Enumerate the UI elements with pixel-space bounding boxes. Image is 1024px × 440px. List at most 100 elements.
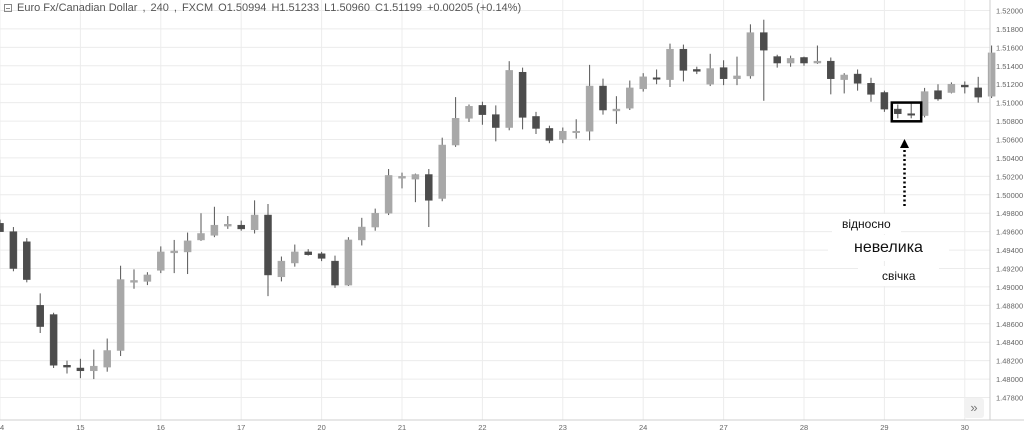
x-tick-label: 30 bbox=[961, 423, 969, 432]
candle-body bbox=[277, 260, 286, 278]
candle-body bbox=[934, 90, 942, 100]
candle bbox=[800, 56, 808, 66]
candle bbox=[116, 265, 125, 357]
candle bbox=[130, 269, 138, 289]
candle bbox=[760, 19, 768, 101]
candle-body bbox=[733, 75, 741, 79]
candle-body bbox=[572, 130, 580, 133]
candle-body bbox=[773, 56, 781, 64]
candle-body bbox=[411, 174, 420, 180]
candle-body bbox=[224, 224, 232, 227]
y-tick-label: 1.48200 bbox=[996, 357, 1023, 366]
candle bbox=[585, 64, 594, 141]
candle-body bbox=[130, 280, 138, 283]
low-value: L1.50960 bbox=[324, 2, 371, 14]
candle-body bbox=[947, 83, 956, 93]
x-axis: 14 15 16 17 20 21 22 23 24 27 28 29 30 bbox=[0, 419, 1024, 432]
y-tick-label: 1.49600 bbox=[996, 228, 1023, 237]
candle bbox=[264, 204, 272, 297]
candle bbox=[237, 220, 245, 231]
candle bbox=[733, 56, 741, 86]
candle-body bbox=[545, 128, 554, 141]
candle-body bbox=[36, 305, 44, 327]
candle-body bbox=[612, 108, 621, 112]
candle bbox=[170, 239, 178, 274]
x-tick-label: 20 bbox=[317, 423, 325, 432]
open-value: O1.50994 bbox=[218, 2, 267, 14]
candle bbox=[384, 168, 393, 216]
candle-body bbox=[532, 116, 540, 129]
candle bbox=[559, 127, 567, 144]
candle bbox=[277, 256, 286, 282]
candle bbox=[505, 61, 513, 131]
candle-body bbox=[197, 233, 205, 241]
candle-body bbox=[585, 85, 594, 132]
data-source: FXCM bbox=[181, 2, 214, 14]
candle bbox=[572, 119, 580, 139]
y-tick-label: 1.51400 bbox=[996, 62, 1023, 71]
candle bbox=[974, 76, 982, 103]
candle bbox=[894, 104, 902, 119]
candle bbox=[183, 232, 192, 275]
y-tick-label: 1.50800 bbox=[996, 117, 1023, 126]
candle bbox=[304, 249, 312, 256]
candle bbox=[746, 24, 755, 79]
timeframe: 240 bbox=[150, 2, 169, 14]
y-tick-label: 1.49200 bbox=[996, 265, 1023, 274]
candle bbox=[947, 82, 956, 94]
close-value: C1.51199 bbox=[375, 2, 422, 14]
candle bbox=[666, 43, 674, 87]
candle bbox=[358, 217, 366, 246]
y-tick-label: 1.50400 bbox=[996, 154, 1023, 163]
candle-body bbox=[344, 239, 353, 286]
candle bbox=[492, 105, 500, 142]
candle-body bbox=[559, 130, 567, 140]
candle bbox=[679, 44, 688, 82]
candle-body bbox=[840, 74, 848, 80]
candle-body bbox=[867, 83, 875, 95]
y-tick-label: 1.52000 bbox=[996, 7, 1023, 16]
candle-body bbox=[800, 57, 808, 64]
candle-body bbox=[90, 365, 98, 372]
candle-body bbox=[719, 67, 728, 79]
candle bbox=[827, 57, 835, 95]
candle bbox=[63, 360, 71, 374]
candle-body bbox=[264, 214, 272, 276]
candle bbox=[786, 55, 795, 67]
candle-body bbox=[880, 92, 889, 110]
candle-body bbox=[425, 174, 433, 201]
candle-body bbox=[398, 176, 406, 179]
candle-body bbox=[49, 314, 58, 366]
candle-body bbox=[103, 350, 111, 368]
candle bbox=[331, 255, 339, 288]
candle bbox=[626, 80, 634, 111]
y-tick-label: 1.47800 bbox=[996, 394, 1023, 403]
candle bbox=[840, 73, 848, 94]
candle bbox=[652, 69, 661, 85]
candle bbox=[451, 97, 460, 147]
candle bbox=[465, 104, 473, 122]
y-tick-label: 1.50200 bbox=[996, 172, 1023, 181]
candle bbox=[599, 78, 607, 115]
y-tick-label: 1.51600 bbox=[996, 43, 1023, 52]
x-tick-label: 16 bbox=[157, 423, 165, 432]
candle bbox=[478, 101, 487, 125]
grid-layer bbox=[0, 0, 990, 420]
candle-body bbox=[786, 58, 795, 64]
candle-body bbox=[9, 231, 18, 269]
collapse-icon[interactable] bbox=[4, 4, 12, 12]
candle-body bbox=[894, 108, 902, 114]
candle-body bbox=[331, 260, 339, 286]
scroll-to-latest-button[interactable]: » bbox=[964, 398, 984, 418]
y-tick-label: 1.48000 bbox=[996, 375, 1023, 384]
y-tick-label: 1.51800 bbox=[996, 25, 1023, 34]
x-tick-label: 15 bbox=[76, 423, 84, 432]
candle-body bbox=[23, 241, 31, 280]
x-tick-label: 28 bbox=[800, 423, 808, 432]
candle-body bbox=[304, 251, 312, 255]
candle-body bbox=[143, 274, 152, 282]
candle bbox=[344, 237, 353, 287]
y-tick-label: 1.51000 bbox=[996, 99, 1023, 108]
